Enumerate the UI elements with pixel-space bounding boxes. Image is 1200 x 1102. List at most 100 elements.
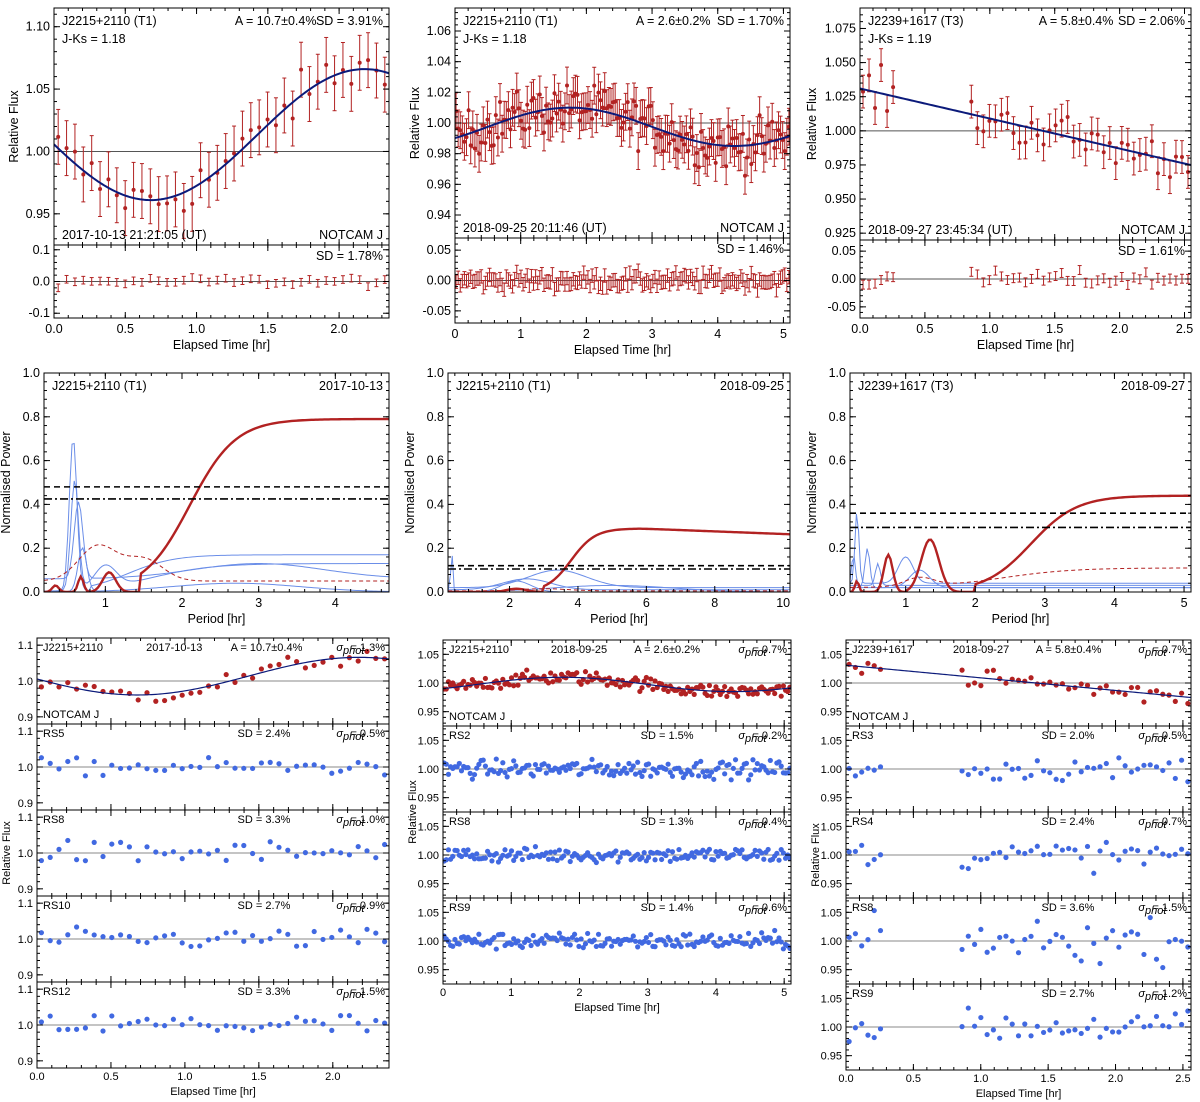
data-point <box>1155 171 1160 176</box>
y-tick-label: 0.95 <box>26 207 50 221</box>
reference-data-point <box>739 765 745 771</box>
data-point <box>766 123 771 128</box>
reference-data-point <box>669 773 676 779</box>
reference-data-point <box>500 931 506 937</box>
target-data-point <box>118 688 124 694</box>
target-data-point <box>480 684 486 690</box>
sigma-phot-value: = 1.5% <box>350 986 385 998</box>
data-point <box>548 120 553 125</box>
data-point <box>1107 141 1112 146</box>
data-point <box>240 136 245 141</box>
y-tick-label: 1.0 <box>18 676 33 688</box>
data-point <box>1059 118 1064 123</box>
reference-data-point <box>767 757 773 764</box>
reference-data-point <box>667 858 673 864</box>
data-point <box>969 99 974 104</box>
reference-data-point <box>637 769 643 776</box>
data-point <box>72 149 77 154</box>
reference-data-point <box>508 848 515 854</box>
clipped-group <box>455 263 790 298</box>
sigma-subscript: phot <box>342 989 365 1001</box>
reference-data-point <box>772 769 778 776</box>
y-tick-label: 1.075 <box>825 21 856 35</box>
reference-data-point <box>513 763 519 769</box>
reference-data-point <box>179 940 185 946</box>
reference-data-point <box>658 856 665 863</box>
reference-data-point <box>785 770 791 776</box>
reference-data-point <box>617 854 623 860</box>
target-data-point <box>153 698 159 704</box>
data-point <box>707 144 712 149</box>
y-tick-label: 1.05 <box>26 82 50 96</box>
reference-data-point <box>561 853 567 859</box>
reference-data-point <box>302 762 308 768</box>
target-data-point <box>971 680 978 686</box>
data-point <box>541 130 546 135</box>
reference-data-point <box>650 850 656 856</box>
x-tick-label: 2 <box>506 596 513 610</box>
reference-data-point <box>541 761 547 767</box>
target-data-point <box>338 663 344 669</box>
reference-data-point <box>452 936 458 943</box>
clipped-group <box>443 927 791 952</box>
y-tick-label: 0.6 <box>829 454 846 468</box>
target-data-point <box>197 689 203 695</box>
reference-data-point <box>276 1022 282 1029</box>
reference-data-point <box>153 935 159 941</box>
data-point <box>491 143 496 148</box>
data-point <box>1023 140 1028 145</box>
reference-data-point <box>726 761 732 768</box>
y-tick-label: 1.1 <box>18 726 33 738</box>
reference-data-point <box>493 946 499 952</box>
reference-data-point <box>519 944 525 951</box>
reference-star-periodogram <box>448 555 790 592</box>
reference-data-point <box>232 765 238 771</box>
reference-data-point <box>493 850 499 857</box>
target-data-point <box>302 665 308 671</box>
y-tick-label: 1.05 <box>418 821 439 833</box>
data-point <box>495 135 500 140</box>
data-point <box>1149 139 1154 144</box>
obs-date-label: 2018-09-27 <box>1121 379 1185 393</box>
reference-data-point <box>852 773 859 779</box>
clipped-group <box>37 648 389 704</box>
y-axis-label: Relative Flux <box>805 87 819 160</box>
reference-data-point <box>1153 764 1160 770</box>
reference-data-point <box>615 762 621 768</box>
y-tick-label: 1.00 <box>427 116 451 130</box>
reference-data-point <box>750 757 756 763</box>
reference-data-point <box>530 773 536 779</box>
y-tick-label: 0.8 <box>23 410 40 424</box>
panel-label: RS10 <box>43 900 71 912</box>
y-tick-label: 1.0 <box>18 1020 33 1032</box>
target-data-point <box>355 658 361 664</box>
target-data-point <box>513 672 519 678</box>
data-point <box>1179 155 1184 160</box>
reference-data-point <box>1109 775 1116 781</box>
data-point <box>324 62 329 67</box>
x-tick-label: 4 <box>1111 596 1118 610</box>
target-data-point <box>258 666 264 672</box>
sigma-subscript: phot <box>744 733 767 745</box>
reference-data-point <box>645 854 652 861</box>
obs-date-label: 2018-09-25 20:11:46 (UT) <box>463 221 607 235</box>
reference-data-point <box>582 941 589 947</box>
reference-data-point <box>1141 762 1147 768</box>
target-data-point <box>615 677 621 683</box>
reference-data-point <box>74 755 80 761</box>
reference-data-point <box>593 943 599 950</box>
clipped-group <box>54 32 389 239</box>
data-point <box>265 117 270 122</box>
target-data-point <box>652 678 658 684</box>
reference-data-point <box>722 771 728 777</box>
data-point <box>692 163 697 168</box>
data-point <box>680 137 685 142</box>
reference-data-point <box>689 850 695 856</box>
reference-data-point <box>355 939 361 946</box>
data-point <box>1065 115 1070 120</box>
y-tick-label: 0.4 <box>829 497 846 511</box>
data-point <box>472 146 477 151</box>
reference-data-point <box>645 761 652 767</box>
sigma-symbol: σ <box>738 902 745 914</box>
data-point <box>682 142 687 147</box>
